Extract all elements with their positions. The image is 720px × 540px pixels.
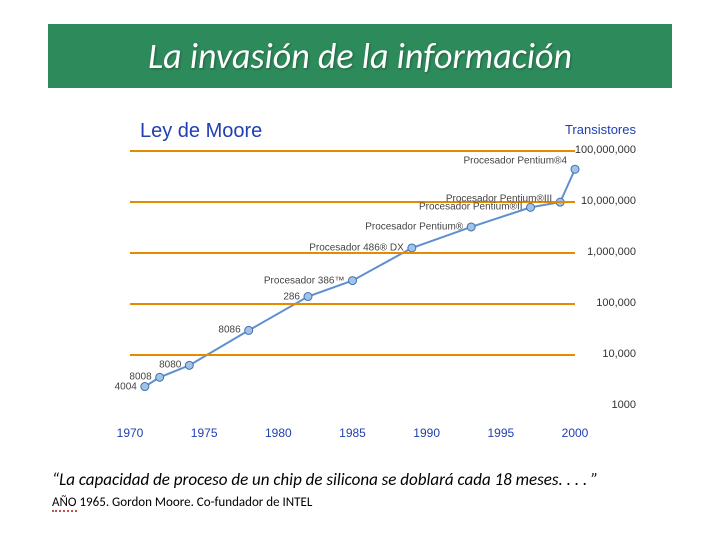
data-marker (245, 326, 253, 334)
data-marker (185, 361, 193, 369)
x-tick-label: 1985 (339, 426, 366, 440)
data-marker (571, 165, 579, 173)
data-marker (141, 383, 149, 391)
page-title: La invasión de la información (148, 34, 572, 78)
data-marker (156, 373, 164, 381)
processor-label: Procesador Pentium®4 (90, 156, 567, 167)
data-marker (304, 293, 312, 301)
attribution-text: AÑO 1965. Gordon Moore. Co-fundador de I… (52, 495, 312, 510)
processor-label: 286 (90, 291, 300, 302)
data-marker (408, 244, 416, 252)
data-marker (349, 277, 357, 285)
processor-label: 8080 (90, 360, 181, 371)
x-tick-label: 1975 (191, 426, 218, 440)
attribution-year-prefix: AÑO (52, 495, 77, 512)
y-tick-label: 100,000 (596, 297, 636, 309)
processor-label: 8008 (90, 372, 152, 383)
quote-text: “La capacidad de proceso de un chip de s… (52, 469, 598, 490)
x-tick-label: 2000 (562, 426, 589, 440)
y-tick-label: 100,000,000 (575, 144, 636, 156)
x-tick-label: 1970 (117, 426, 144, 440)
x-tick-label: 1995 (487, 426, 514, 440)
header-bar: La invasión de la información (48, 24, 672, 88)
x-tick-label: 1990 (413, 426, 440, 440)
processor-label: Procesador 486® DX (90, 242, 404, 253)
data-marker (467, 223, 475, 231)
processor-label: Procesador 386™ (90, 275, 345, 286)
data-marker (527, 203, 535, 211)
x-tick-label: 1980 (265, 426, 292, 440)
processor-label: Procesador Pentium® (90, 221, 463, 232)
y-tick-label: 1000 (612, 399, 636, 411)
gridline (130, 354, 575, 356)
moore-law-chart: Ley de Moore Transistores 100010,000100,… (90, 120, 640, 440)
attribution-rest: 1965. Gordon Moore. Co-fundador de INTEL (77, 495, 313, 510)
processor-label: 8086 (90, 325, 241, 336)
processor-label: Procesador Pentium®III (90, 193, 552, 204)
y-tick-label: 10,000,000 (581, 195, 636, 207)
y-tick-label: 10,000 (602, 348, 636, 360)
gridline (130, 150, 575, 152)
gridline (130, 303, 575, 305)
y-tick-label: 1,000,000 (587, 246, 636, 258)
